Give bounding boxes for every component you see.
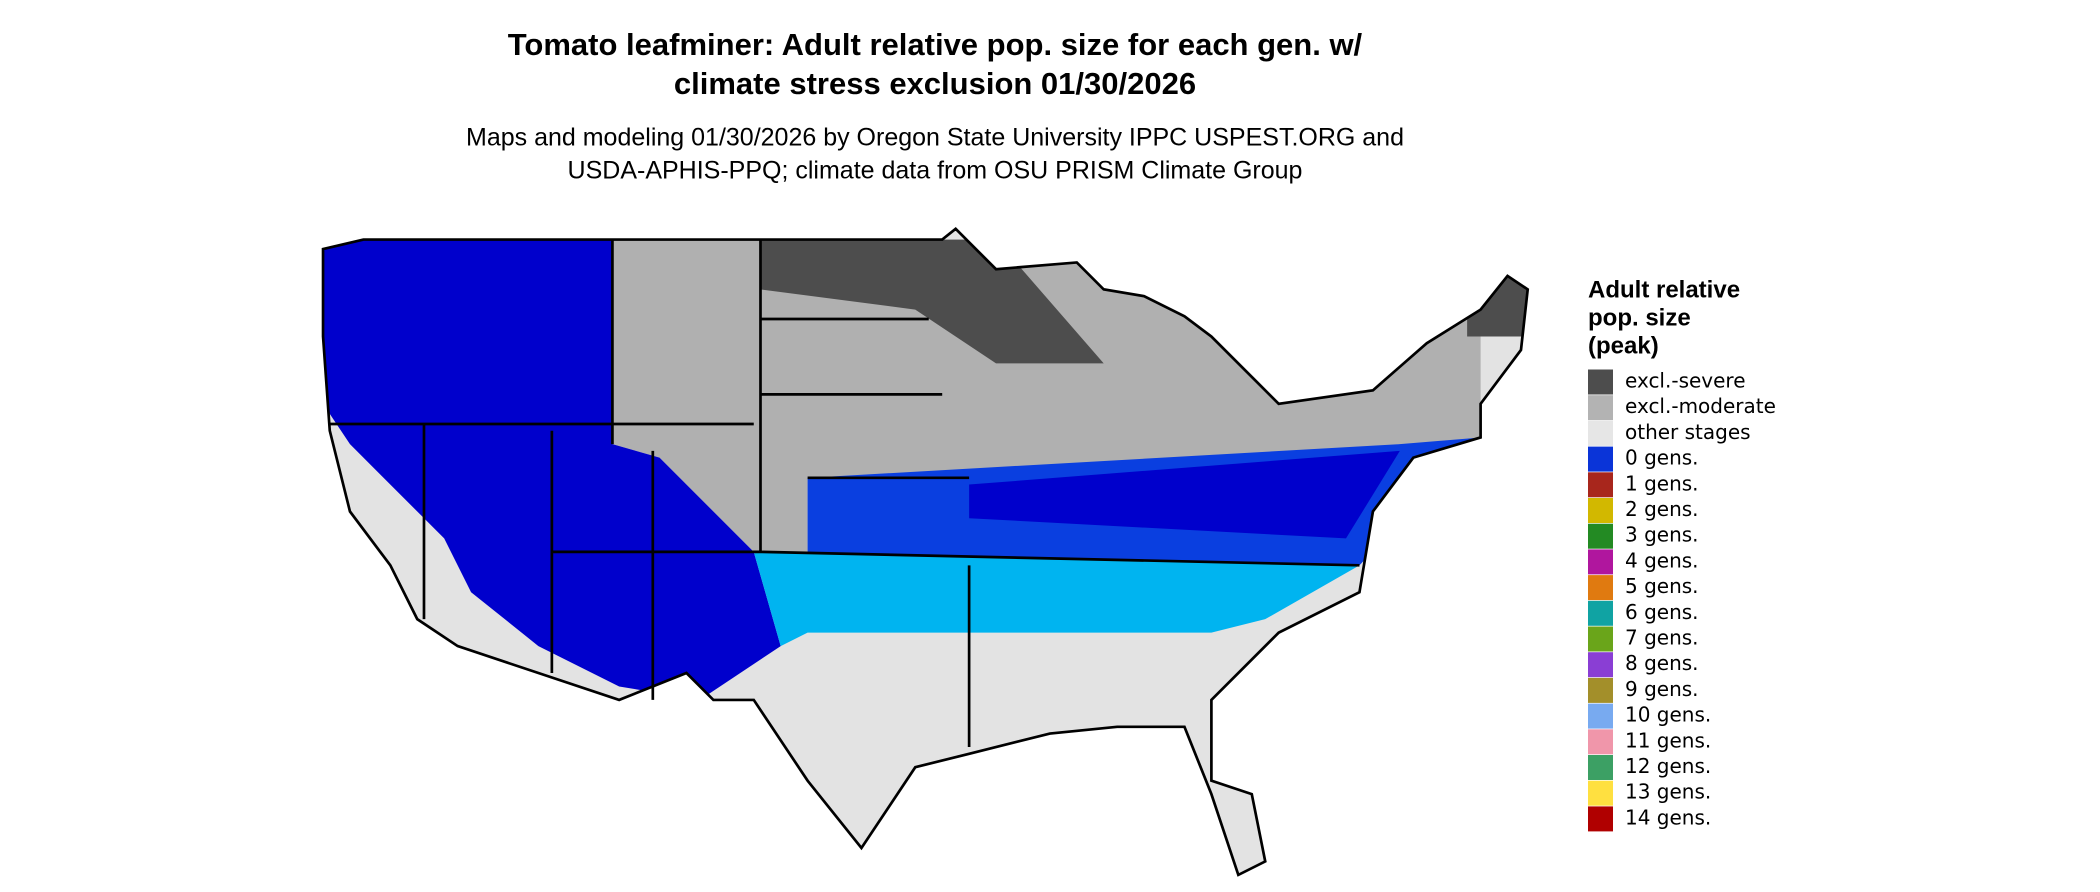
legend-label: 11 gens.: [1625, 728, 1711, 752]
legend-label: 2 gens.: [1625, 497, 1699, 521]
legend-swatch: [1588, 626, 1613, 652]
legend-label: 12 gens.: [1625, 754, 1711, 778]
legend-swatch: [1588, 498, 1613, 523]
subtitle: Maps and modeling 01/30/2026 by Oregon S…: [466, 124, 1404, 152]
legend-swatch: [1588, 780, 1613, 806]
subtitle: USDA-APHIS-PPQ; climate data from OSU PR…: [568, 157, 1303, 185]
legend-swatch: [1588, 369, 1613, 395]
legend-label: 13 gens.: [1625, 780, 1711, 804]
legend-swatch: [1588, 755, 1613, 780]
legend-swatch: [1588, 575, 1613, 601]
legend-label: 9 gens.: [1625, 677, 1699, 701]
legend-label: 10 gens.: [1625, 703, 1711, 727]
legend-swatch: [1588, 420, 1613, 446]
legend-swatch: [1588, 806, 1613, 832]
legend-label: 0 gens.: [1625, 446, 1699, 470]
legend-title: pop. size: [1588, 304, 1691, 331]
legend-swatch: [1588, 600, 1613, 626]
legend-swatch: [1588, 729, 1613, 755]
legend-label: excl.-severe: [1625, 369, 1746, 393]
legend-swatch: [1588, 446, 1613, 472]
legend-title: Adult relative: [1588, 276, 1740, 303]
legend-title: (peak): [1588, 332, 1659, 359]
legend-label: 8 gens.: [1625, 651, 1699, 675]
legend-label: other stages: [1625, 420, 1751, 444]
title: climate stress exclusion 01/30/2026: [674, 66, 1196, 101]
legend-label: 6 gens.: [1625, 600, 1699, 624]
legend-swatch: [1588, 472, 1613, 498]
map: [321, 227, 1530, 877]
legend-swatch: [1588, 549, 1613, 575]
legend-label: excl.-moderate: [1625, 394, 1776, 418]
legend-label: 1 gens.: [1625, 471, 1699, 495]
legend-label: 3 gens.: [1625, 523, 1699, 547]
title: Tomato leafminer: Adult relative pop. si…: [508, 27, 1363, 62]
legend-label: 14 gens.: [1625, 805, 1711, 829]
legend-label: 5 gens.: [1625, 574, 1699, 598]
legend-swatch: [1588, 703, 1613, 729]
legend-swatch: [1588, 395, 1613, 421]
legend-swatch: [1588, 652, 1613, 678]
legend-swatch: [1588, 523, 1613, 549]
legend-swatch: [1588, 677, 1613, 703]
legend-label: 4 gens.: [1625, 548, 1699, 572]
legend-label: 7 gens.: [1625, 626, 1699, 650]
